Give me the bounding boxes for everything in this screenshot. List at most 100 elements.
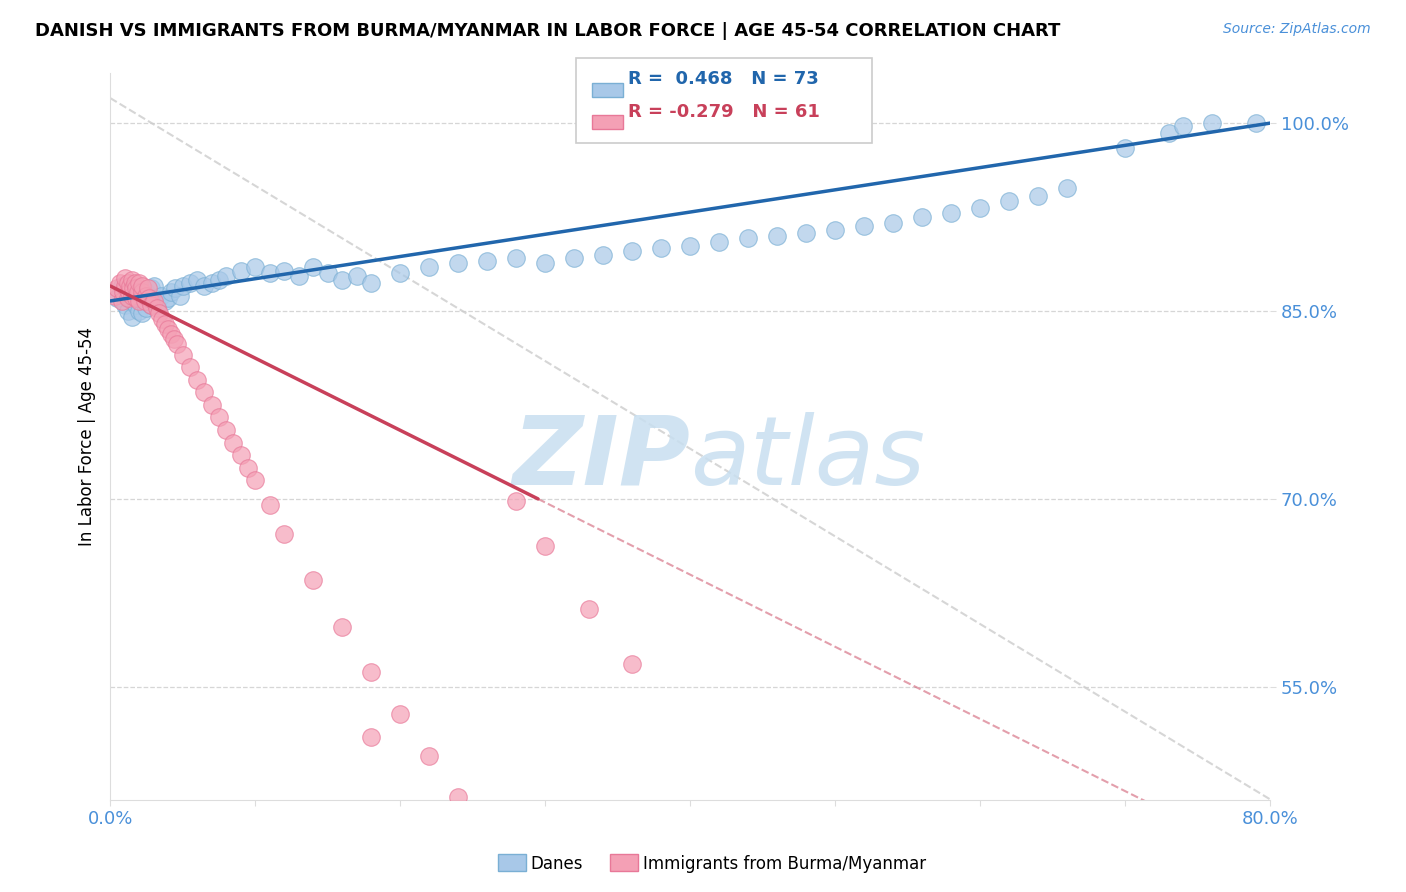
Point <box>128 293 150 308</box>
Point <box>107 281 129 295</box>
Point <box>172 279 194 293</box>
Point <box>969 201 991 215</box>
Point <box>121 289 143 303</box>
Point <box>215 423 238 437</box>
Point <box>110 277 132 291</box>
Point <box>1056 181 1078 195</box>
Point <box>117 277 139 291</box>
Point <box>139 298 162 312</box>
Point <box>709 235 731 249</box>
Point <box>208 410 231 425</box>
Text: R = -0.279   N = 61: R = -0.279 N = 61 <box>628 103 820 120</box>
Point <box>125 298 148 312</box>
Point <box>941 206 963 220</box>
Point <box>121 310 143 325</box>
Point <box>766 228 789 243</box>
Point <box>193 279 215 293</box>
Point <box>125 281 148 295</box>
Point <box>505 252 527 266</box>
Point <box>155 293 177 308</box>
Point <box>360 277 382 291</box>
Point <box>245 473 267 487</box>
Point <box>125 285 148 300</box>
Point <box>131 279 153 293</box>
Text: atlas: atlas <box>690 411 925 505</box>
Point <box>145 298 167 312</box>
Point <box>166 336 188 351</box>
Point <box>229 264 252 278</box>
Point <box>120 279 142 293</box>
Point <box>163 332 186 346</box>
Point <box>114 279 136 293</box>
Point <box>302 260 325 274</box>
Point <box>208 273 231 287</box>
Point <box>114 271 136 285</box>
Point <box>114 285 136 300</box>
Point <box>114 298 136 312</box>
Point <box>1244 116 1267 130</box>
Point <box>142 293 165 308</box>
Point <box>165 281 187 295</box>
Point <box>131 285 153 300</box>
Point <box>172 348 194 362</box>
Point <box>111 293 134 308</box>
Point <box>679 239 702 253</box>
Point <box>160 326 183 341</box>
Point <box>149 289 172 303</box>
Text: DANISH VS IMMIGRANTS FROM BURMA/MYANMAR IN LABOR FORCE | AGE 45-54 CORRELATION C: DANISH VS IMMIGRANTS FROM BURMA/MYANMAR … <box>35 22 1060 40</box>
Point <box>259 498 281 512</box>
Point <box>186 273 208 287</box>
Point <box>592 247 614 261</box>
Point <box>117 292 139 306</box>
Point <box>193 385 215 400</box>
Text: Danes: Danes <box>530 855 582 872</box>
Point <box>118 285 141 300</box>
Point <box>145 301 167 316</box>
Point <box>1201 116 1223 130</box>
Point <box>111 279 134 293</box>
Point <box>882 216 904 230</box>
Y-axis label: In Labor Force | Age 45-54: In Labor Force | Age 45-54 <box>79 326 96 546</box>
Point <box>169 289 191 303</box>
Point <box>346 268 368 283</box>
Point <box>911 210 934 224</box>
Point <box>477 830 499 844</box>
Point <box>222 435 245 450</box>
Point <box>273 527 295 541</box>
Point <box>534 540 557 554</box>
Point <box>229 448 252 462</box>
Point <box>128 277 150 291</box>
Point <box>157 321 180 335</box>
Point <box>179 277 201 291</box>
Point <box>389 267 412 281</box>
Point <box>578 602 600 616</box>
Point <box>201 398 224 412</box>
Point <box>135 301 157 316</box>
Point <box>135 285 157 300</box>
Text: Immigrants from Burma/Myanmar: Immigrants from Burma/Myanmar <box>643 855 925 872</box>
Point <box>139 281 162 295</box>
Point <box>259 267 281 281</box>
Point <box>148 306 170 320</box>
Point <box>1028 188 1050 202</box>
Point <box>505 494 527 508</box>
Point <box>273 264 295 278</box>
Point <box>447 790 470 805</box>
Point <box>360 730 382 744</box>
Point <box>389 707 412 722</box>
Point <box>118 292 141 306</box>
Point <box>107 292 129 306</box>
Point <box>124 277 146 291</box>
Point <box>302 574 325 588</box>
Point <box>121 273 143 287</box>
Point <box>138 292 160 306</box>
Point <box>418 748 440 763</box>
Point <box>330 273 353 287</box>
Point <box>418 260 440 274</box>
Point <box>562 252 585 266</box>
Point <box>245 260 267 274</box>
Point <box>179 360 201 375</box>
Point <box>201 277 224 291</box>
Point <box>330 620 353 634</box>
Point <box>215 268 238 283</box>
